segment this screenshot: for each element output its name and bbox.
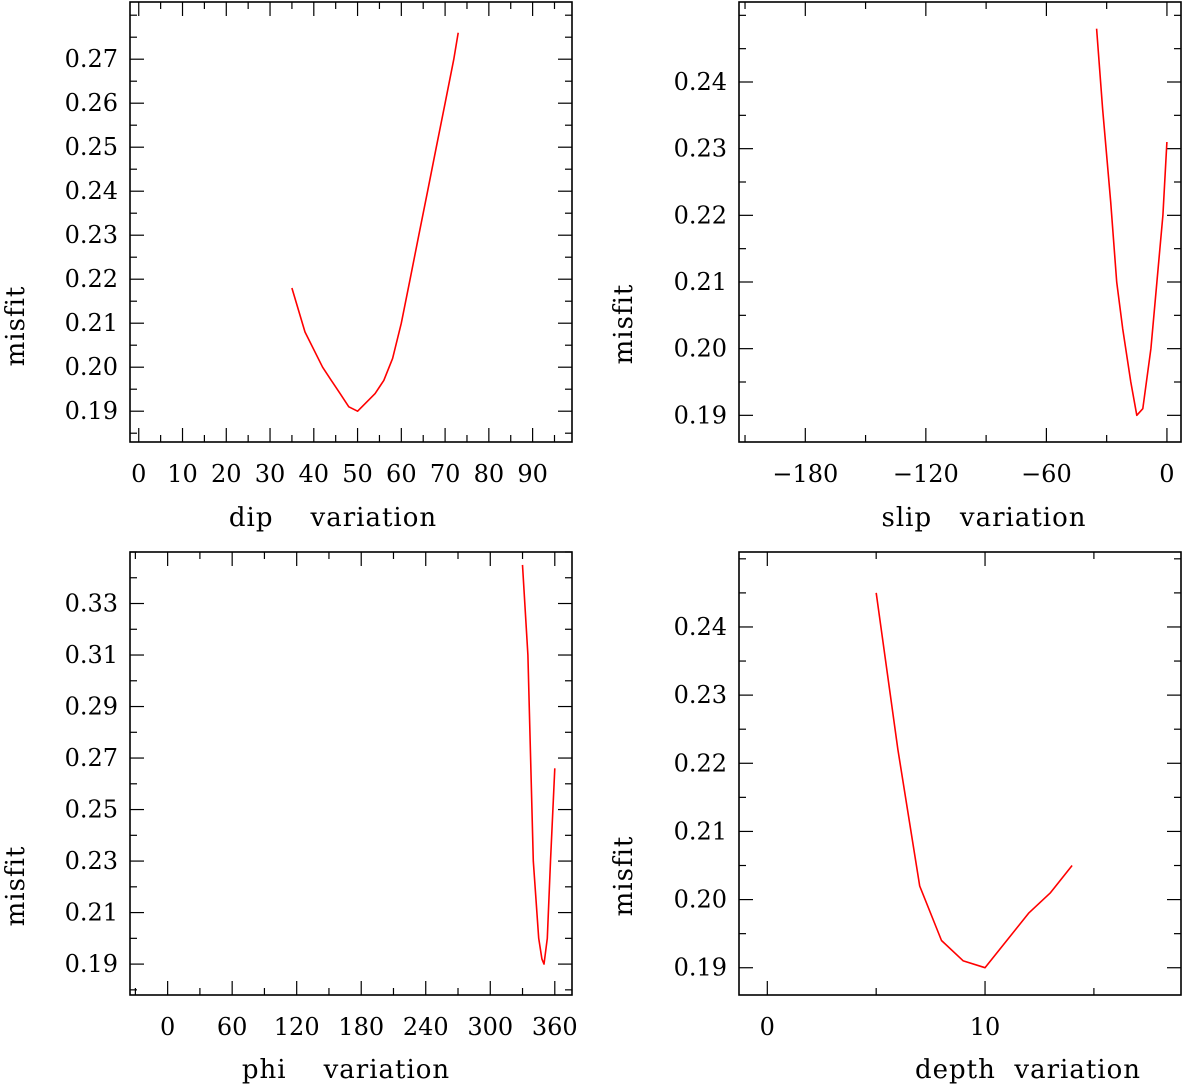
x-tick-label: 80	[474, 460, 505, 488]
x-tick-label: 0	[1159, 460, 1174, 488]
x-tick-label: −120	[893, 460, 959, 488]
y-tick-label: 0.20	[674, 886, 727, 914]
y-axis-label: misfit	[609, 284, 639, 365]
x-tick-label: −60	[1021, 460, 1072, 488]
plot-frame	[738, 1, 1182, 443]
y-tick-label: 0.21	[674, 268, 727, 296]
y-tick-label: 0.29	[65, 693, 118, 721]
x-tick-label: 10	[167, 460, 198, 488]
x-tick-label: −180	[772, 460, 838, 488]
y-tick-label: 0.27	[65, 744, 118, 772]
y-tick-label: 0.19	[65, 397, 118, 425]
y-tick-label: 0.20	[674, 335, 727, 363]
y-tick-label: 0.21	[65, 899, 118, 927]
x-axis-label: dip variation	[229, 503, 437, 533]
series-line	[1095, 28, 1168, 417]
y-tick-label: 0.24	[674, 68, 727, 96]
x-tick-label: 360	[532, 1013, 578, 1041]
plot-frame	[129, 1, 573, 443]
x-tick-label: 50	[342, 460, 373, 488]
y-tick-label: 0.23	[65, 221, 118, 249]
plot-frame	[738, 551, 1182, 996]
y-tick-label: 0.19	[674, 401, 727, 429]
x-axis-label: phi variation	[242, 1055, 450, 1085]
x-tick-label: 0	[760, 1013, 775, 1041]
y-axis-label: misfit	[1, 286, 31, 367]
plot-frame	[129, 551, 573, 996]
y-tick-label: 0.27	[65, 45, 118, 73]
x-tick-label: 10	[970, 1013, 1001, 1041]
x-axis-label: depth variation	[915, 1055, 1141, 1085]
y-tick-label: 0.23	[674, 681, 727, 709]
x-tick-label: 20	[211, 460, 242, 488]
y-tick-label: 0.24	[674, 613, 727, 641]
dip-misfit-plot: misfit dip variation 0 10 20 30 40 50 60 70 80 90…	[1, 1, 573, 533]
y-axis-label: misfit	[609, 836, 639, 917]
x-tick-label: 60	[217, 1013, 248, 1041]
x-tick-label: 240	[403, 1013, 449, 1041]
x-tick-label: 0	[131, 460, 146, 488]
x-tick-label: 70	[430, 460, 461, 488]
x-axis-label: slip variation	[881, 503, 1086, 533]
y-tick-label: 0.31	[65, 641, 118, 669]
slip-misfit-plot: misfit slip variation −180 −120 −60 0 0.19 0.…	[609, 1, 1182, 533]
y-tick-label: 0.26	[65, 89, 118, 117]
depth-misfit-plot: misfit depth variation 0 10 0.19 0.20 0.21 0.…	[609, 551, 1182, 1085]
y-tick-label: 0.24	[65, 177, 118, 205]
y-tick-label: 0.22	[674, 201, 727, 229]
phi-misfit-plot: misfit phi variation 0 60 120 180 240 300 360 0…	[1, 551, 578, 1085]
y-tick-label: 0.23	[674, 135, 727, 163]
x-tick-label: 40	[299, 460, 330, 488]
series-line	[521, 564, 556, 965]
series-line	[291, 32, 459, 413]
y-tick-label: 0.33	[65, 590, 118, 618]
y-tick-label: 0.25	[65, 133, 118, 161]
y-tick-label: 0.19	[65, 950, 118, 978]
x-tick-label: 30	[255, 460, 286, 488]
x-tick-label: 90	[517, 460, 548, 488]
y-tick-label: 0.23	[65, 847, 118, 875]
x-tick-label: 300	[467, 1013, 513, 1041]
y-axis-label: misfit	[1, 846, 31, 927]
y-tick-label: 0.22	[65, 265, 118, 293]
x-tick-label: 60	[386, 460, 417, 488]
x-tick-label: 0	[160, 1013, 175, 1041]
y-tick-label: 0.20	[65, 353, 118, 381]
x-tick-label: 180	[338, 1013, 384, 1041]
y-tick-label: 0.22	[674, 749, 727, 777]
y-tick-label: 0.25	[65, 796, 118, 824]
y-tick-label: 0.19	[674, 954, 727, 982]
series-line	[875, 592, 1073, 969]
x-tick-label: 120	[274, 1013, 320, 1041]
y-tick-label: 0.21	[674, 817, 727, 845]
y-tick-label: 0.21	[65, 309, 118, 337]
